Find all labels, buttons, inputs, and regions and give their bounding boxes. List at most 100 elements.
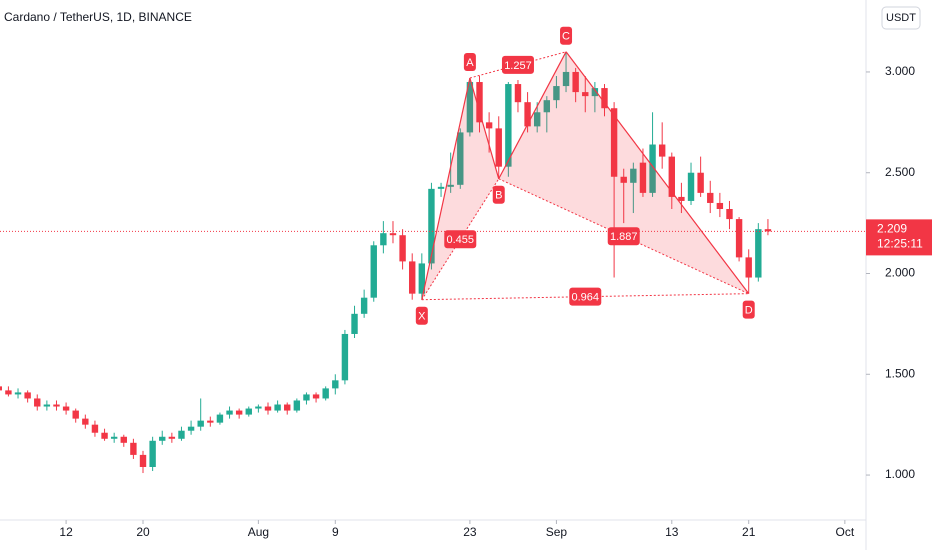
candle-body [322,388,329,399]
candle-body [312,394,320,399]
candle-body [101,432,108,439]
x-tick-label: 9 [332,525,339,539]
x-tick-label: Oct [836,525,855,539]
candle-body [0,386,2,391]
candle-body [514,84,522,103]
candle-body [601,88,608,109]
y-tick-label: 3.000 [885,64,915,78]
x-tick-label: Sep [546,525,568,539]
candle-body [207,420,214,423]
x-tick-label: 20 [136,525,150,539]
candle-body [91,424,99,433]
point-label-bg [492,185,505,204]
candle-body [649,144,656,193]
y-tick-label: 2.500 [885,165,915,179]
candle-body [110,436,118,439]
currency-button[interactable] [881,6,921,30]
candle-body [341,333,349,381]
candle-body [428,188,435,264]
point-label-bg [742,300,755,319]
candle-body [303,394,310,401]
ratio-label-bg [444,230,477,249]
candle-body [764,229,772,232]
x-tick-label: 21 [742,525,756,539]
candle-body [755,229,762,278]
candle-body [360,297,368,314]
candle-body [524,102,531,127]
candle-body [159,436,166,441]
candle-body [553,86,560,101]
candle-body [726,209,733,220]
candle-body [62,406,70,411]
candle-body [716,202,724,210]
x-tick-label: 23 [463,525,477,539]
candle-body [437,186,445,189]
candle-body [255,406,262,409]
candle-body [620,176,627,183]
candle-body [284,404,291,411]
currency-button-label[interactable]: USDT [886,12,916,24]
pattern-leg [565,51,750,295]
candle-body [43,404,51,407]
pattern-leg [469,77,500,179]
candle-body [697,172,704,193]
candle-body [610,108,618,177]
candle-body [5,390,12,395]
candle-body [418,263,426,294]
point-label-bg [463,53,476,71]
candle-body [187,426,195,431]
x-tick-label: 13 [665,525,679,539]
candle-body [457,132,464,185]
candle-body [485,122,493,129]
candle-body [735,219,743,258]
last-price-label: 2.209 [877,222,907,236]
candle-body [82,418,89,425]
point-label: B [495,190,502,202]
x-tick-label: 12 [59,525,73,539]
point-label: X [418,311,426,323]
chart-title: Cardano / TetherUS, 1D, BINANCE [4,10,192,24]
y-tick-label: 2.000 [885,266,915,280]
candle-body [476,82,483,123]
candle-body [380,233,387,246]
x-tick-label: Aug [248,525,269,539]
candle-body [591,88,599,97]
candle-body [399,235,406,262]
point-label: A [466,57,474,69]
candle-body [235,410,243,415]
candle-body [149,440,156,467]
candle-body [197,420,204,427]
candle-body [351,313,358,334]
candle-body [447,184,454,187]
candle-body [543,100,551,113]
candle-body [639,162,647,193]
pattern-fill [498,51,749,294]
ratio-label-bg [569,287,602,306]
candle-body [53,404,60,407]
ratio-label: 1.257 [504,60,532,72]
candle-body [495,128,502,167]
candle-body [533,112,541,127]
candle-body [707,192,714,203]
candle-body [562,71,570,87]
candle-body [216,414,224,423]
y-tick-label: 1.500 [885,366,915,380]
candle-body [678,196,685,201]
candle-body [264,406,272,411]
candle-body [466,82,474,133]
ratio-label-bg [501,55,534,74]
candle-body [293,400,301,411]
candle-body [668,156,675,197]
pattern-leg [498,51,567,180]
candle-body [130,442,137,455]
candle-body [226,410,233,415]
candle-body [34,398,41,407]
candle-body [139,454,147,467]
point-label: D [745,305,753,317]
countdown-label: 12:25:11 [877,237,923,251]
ratio-label: 0.964 [571,292,599,304]
candle-body [505,84,512,167]
